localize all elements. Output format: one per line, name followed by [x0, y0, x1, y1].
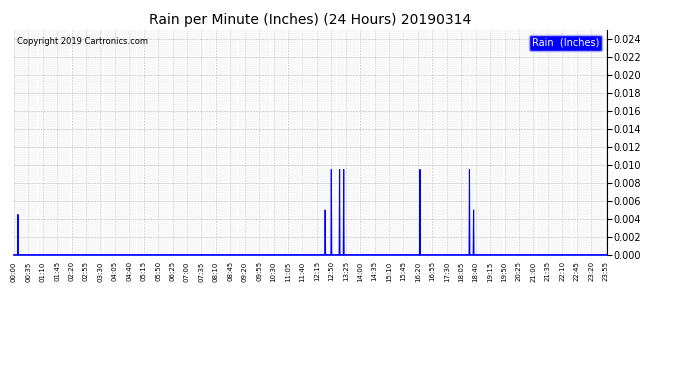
Legend: Rain  (Inches): Rain (Inches) [529, 35, 602, 51]
Title: Rain per Minute (Inches) (24 Hours) 20190314: Rain per Minute (Inches) (24 Hours) 2019… [149, 13, 472, 27]
Text: Copyright 2019 Cartronics.com: Copyright 2019 Cartronics.com [17, 37, 148, 46]
